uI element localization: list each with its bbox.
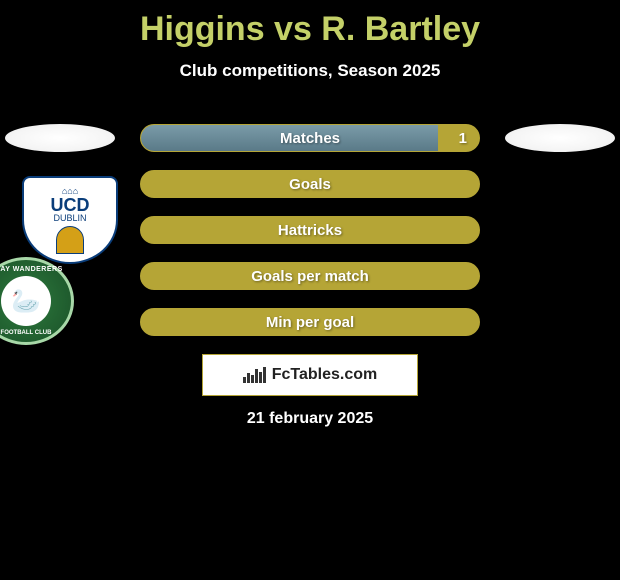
stat-row-goals: Goals xyxy=(140,170,480,198)
player-left-placeholder xyxy=(5,124,115,152)
stat-row-matches: Matches 1 xyxy=(140,124,480,152)
stat-row-min-per-goal: Min per goal xyxy=(140,308,480,336)
stat-row-hattricks: Hattricks xyxy=(140,216,480,244)
stats-container: Matches 1 Goals Hattricks Goals per matc… xyxy=(140,124,480,354)
club-badge-right: BRAY WANDERERS 🦢 FOOTBALL CLUB xyxy=(0,257,74,345)
player-right-placeholder xyxy=(505,124,615,152)
stat-label: Hattricks xyxy=(141,222,479,239)
stat-label: Matches xyxy=(141,130,479,147)
harp-icon xyxy=(56,226,84,254)
stat-value: 1 xyxy=(459,130,467,147)
page-title: Higgins vs R. Bartley xyxy=(0,0,620,49)
stat-row-goals-per-match: Goals per match xyxy=(140,262,480,290)
date-text: 21 february 2025 xyxy=(0,410,620,428)
club-right-name-bottom: FOOTBALL CLUB xyxy=(1,330,52,336)
club-right-name-top: BRAY WANDERERS xyxy=(0,266,63,273)
club-left-name: UCD xyxy=(51,196,90,214)
chart-icon xyxy=(243,367,266,383)
club-badge-left: ⌂⌂⌂ UCD DUBLIN xyxy=(22,176,118,264)
club-left-sub: DUBLIN xyxy=(53,214,86,223)
stat-label: Goals xyxy=(141,176,479,193)
stat-label: Min per goal xyxy=(141,314,479,331)
subtitle: Club competitions, Season 2025 xyxy=(0,61,620,81)
swan-icon: 🦢 xyxy=(1,276,51,326)
stat-label: Goals per match xyxy=(141,268,479,285)
logo-text: FcTables.com xyxy=(272,366,378,384)
fctables-logo: FcTables.com xyxy=(202,354,418,396)
